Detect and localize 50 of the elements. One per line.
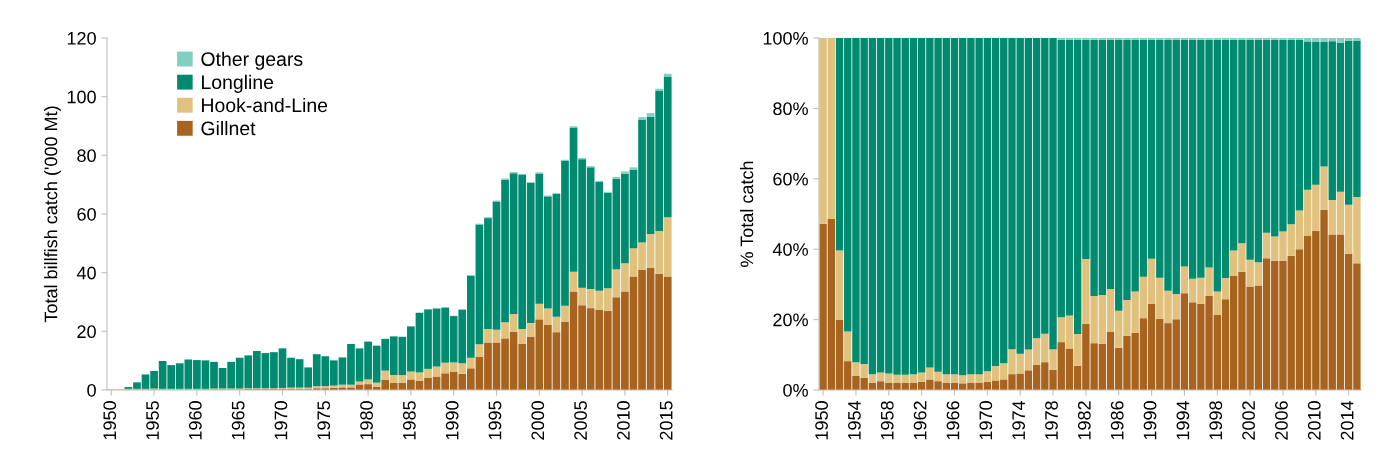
x-tick-label: 1982	[1077, 401, 1091, 440]
x-tick-label: 2006	[1275, 401, 1288, 440]
x-tick-label: 2000	[531, 401, 545, 440]
x-tick-label: 2015	[659, 401, 673, 440]
x-tick-label: 1950	[815, 401, 828, 440]
x-tick-label: 1955	[146, 401, 159, 440]
y-tick-label: 0	[87, 383, 96, 397]
x-tick-label: 1990	[1143, 401, 1157, 440]
x-tick-label: 1990	[445, 401, 459, 440]
x-tick-label: 2005	[574, 401, 587, 440]
legend-label: Gillnet	[201, 120, 256, 136]
x-tick-label: 1954	[848, 400, 861, 440]
x-tick-label: 2002	[1242, 401, 1255, 440]
legend-label: Other gears	[201, 51, 303, 70]
y-axis-title: % Total catch	[740, 161, 754, 267]
x-tick-label: 1975	[317, 401, 331, 440]
x-tick-label: 1962	[913, 401, 927, 440]
x-tick-label: 1986	[1110, 401, 1124, 440]
y-axis-title: Total billfish catch ('000 Mt)	[44, 106, 61, 323]
x-tick-label: 2010	[1307, 401, 1321, 440]
y-tick-label: 40%	[772, 243, 808, 256]
y-tick-label: 40	[76, 266, 96, 280]
legend-label: Hook-and-Line	[202, 97, 328, 113]
y-tick-label: 100	[67, 90, 96, 104]
x-tick-label: 1970	[274, 401, 288, 440]
x-tick-label: 1958	[880, 401, 894, 440]
y-tick-label: 20	[77, 325, 96, 339]
legend-label: Longline	[202, 74, 274, 93]
y-tick-label: 20%	[773, 313, 808, 327]
x-tick-label: 1974	[1012, 400, 1026, 440]
x-tick-label: 1980	[360, 401, 373, 440]
y-tick-label: 0%	[783, 383, 808, 397]
x-tick-label: 1965	[231, 401, 245, 440]
x-tick-label: 1970	[979, 401, 993, 440]
y-tick-label: 80%	[773, 102, 808, 116]
x-tick-label: 1960	[188, 401, 202, 440]
x-tick-label: 2010	[616, 401, 630, 440]
x-tick-label: 1985	[402, 401, 416, 440]
y-tick-label: 60	[77, 207, 96, 221]
y-tick-label: 80	[77, 149, 96, 163]
x-tick-label: 1994	[1176, 400, 1190, 440]
y-tick-label: 120	[67, 31, 96, 45]
x-tick-label: 1950	[103, 401, 117, 440]
x-tick-label: 1998	[1209, 401, 1223, 440]
x-tick-label: 2014	[1340, 400, 1354, 440]
x-tick-label: 1978	[1045, 401, 1058, 440]
x-tick-label: 1966	[946, 401, 960, 440]
y-tick-label: 60%	[773, 172, 808, 186]
y-tick-label: 100%	[763, 31, 808, 45]
x-tick-label: 1995	[488, 401, 502, 440]
